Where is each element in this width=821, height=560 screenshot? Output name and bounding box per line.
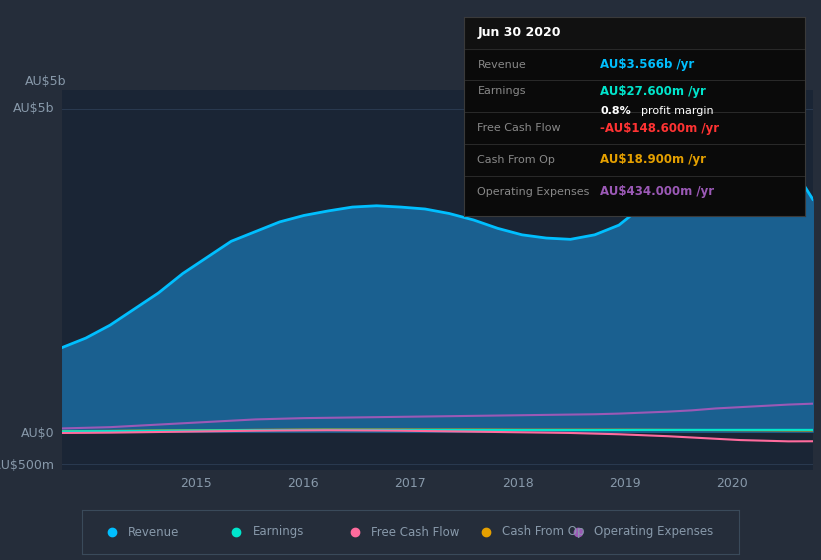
Text: Earnings: Earnings — [253, 525, 305, 539]
Text: AU$18.900m /yr: AU$18.900m /yr — [600, 153, 706, 166]
Text: Revenue: Revenue — [128, 525, 180, 539]
Text: Earnings: Earnings — [478, 86, 526, 96]
Text: Cash From Op: Cash From Op — [502, 525, 585, 539]
Text: -AU$148.600m /yr: -AU$148.600m /yr — [600, 122, 719, 134]
Bar — [464, 17, 805, 49]
Text: AU$5b: AU$5b — [25, 74, 67, 88]
Text: Cash From Op: Cash From Op — [478, 155, 555, 165]
Text: Free Cash Flow: Free Cash Flow — [371, 525, 460, 539]
Text: Revenue: Revenue — [478, 59, 526, 69]
Text: profit margin: profit margin — [641, 106, 713, 116]
Text: AU$434.000m /yr: AU$434.000m /yr — [600, 185, 714, 198]
Text: Jun 30 2020: Jun 30 2020 — [478, 26, 561, 39]
Text: AU$27.600m /yr: AU$27.600m /yr — [600, 85, 706, 98]
Text: Operating Expenses: Operating Expenses — [594, 525, 713, 539]
Text: AU$5b: AU$5b — [12, 102, 54, 115]
Text: Free Cash Flow: Free Cash Flow — [478, 123, 561, 133]
Text: Operating Expenses: Operating Expenses — [478, 186, 589, 197]
Text: AU$3.566b /yr: AU$3.566b /yr — [600, 58, 695, 71]
Text: 0.8%: 0.8% — [600, 106, 631, 116]
